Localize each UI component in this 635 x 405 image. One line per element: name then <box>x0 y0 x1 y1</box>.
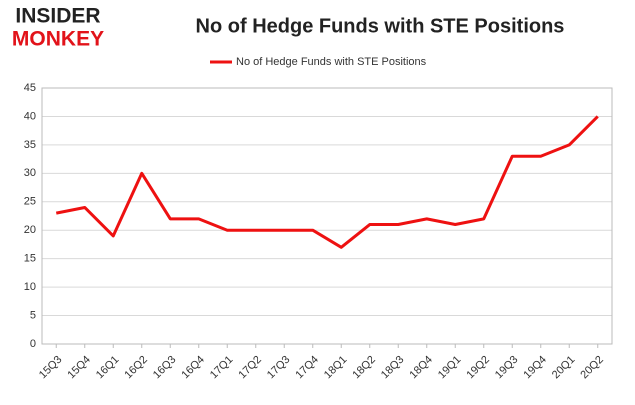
y-tick-label: 25 <box>24 196 36 208</box>
y-tick-label: 10 <box>24 281 36 293</box>
data-line <box>55 115 599 249</box>
y-tick-label: 15 <box>24 253 36 265</box>
logo-top: INSIDER <box>15 5 100 28</box>
y-tick-label: 35 <box>24 139 36 151</box>
y-tick-label: 20 <box>24 224 36 236</box>
chart-title: No of Hedge Funds with STE Positions <box>196 15 565 37</box>
y-tick-label: 0 <box>30 338 36 350</box>
y-tick-label: 30 <box>24 167 36 179</box>
y-tick-label: 45 <box>24 82 36 94</box>
plot-border <box>41 87 613 345</box>
y-tick-label: 40 <box>24 110 36 122</box>
logo-bottom: MONKEY <box>12 28 104 51</box>
legend-label: No of Hedge Funds with STE Positions <box>236 56 427 68</box>
y-tick-label: 5 <box>30 309 36 321</box>
